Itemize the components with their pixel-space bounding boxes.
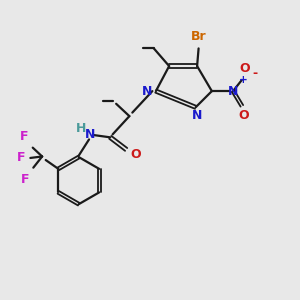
Text: N: N <box>142 85 152 98</box>
Text: O: O <box>131 148 142 161</box>
Text: N: N <box>85 128 96 142</box>
Text: Br: Br <box>191 30 206 44</box>
Text: O: O <box>239 61 250 75</box>
Text: N: N <box>228 85 238 98</box>
Text: -: - <box>253 67 258 80</box>
Text: O: O <box>238 109 249 122</box>
Text: H: H <box>76 122 86 135</box>
Text: F: F <box>20 130 28 143</box>
Text: N: N <box>192 109 202 122</box>
Text: F: F <box>21 173 29 186</box>
Text: +: + <box>239 75 248 85</box>
Text: F: F <box>17 152 26 164</box>
